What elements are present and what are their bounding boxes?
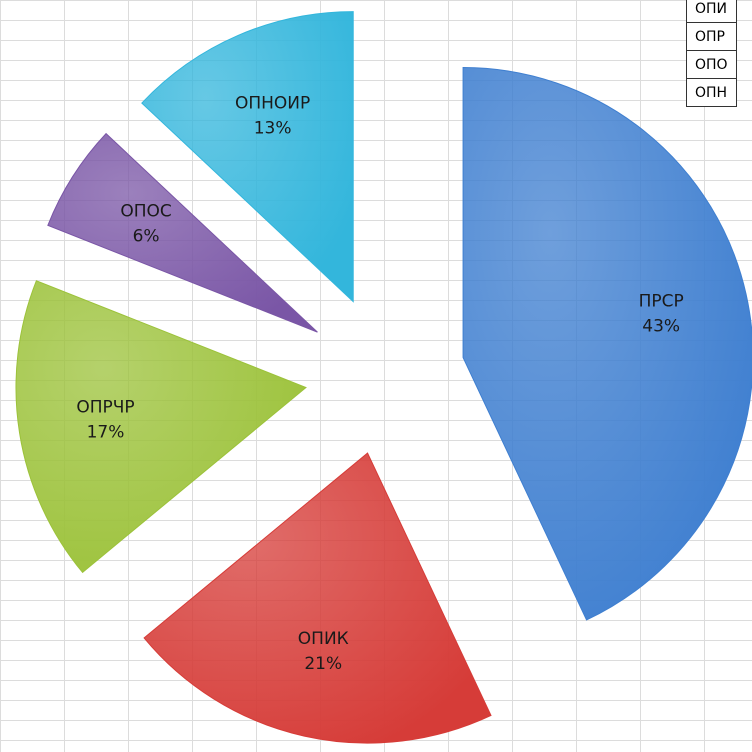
slice-label: ОПРЧР [76, 397, 134, 417]
slice-label: ОПОС [120, 201, 171, 221]
pie-slice [143, 452, 492, 744]
slice-label: ОПИК [298, 629, 349, 649]
slice-value-label: 13% [254, 118, 292, 138]
table-cell: ОПН [686, 78, 737, 107]
table-cell: ОПР [686, 22, 737, 51]
slice-label: ПРСР [639, 291, 684, 311]
slice-label: ОПНОИР [235, 93, 310, 113]
table-cell: ОПИ [686, 0, 737, 23]
table-cell: ОПО [686, 50, 737, 79]
pie-slice [15, 280, 307, 574]
data-table: ОПИ ОПР ОПО ОПН [686, 0, 737, 107]
slice-value-label: 6% [133, 226, 160, 246]
slice-value-label: 21% [304, 654, 342, 674]
slice-value-label: 17% [87, 422, 125, 442]
slice-value-label: 43% [642, 316, 680, 336]
pie-slice [141, 11, 354, 303]
pie-slice [47, 132, 318, 333]
pie-slice [462, 67, 752, 621]
